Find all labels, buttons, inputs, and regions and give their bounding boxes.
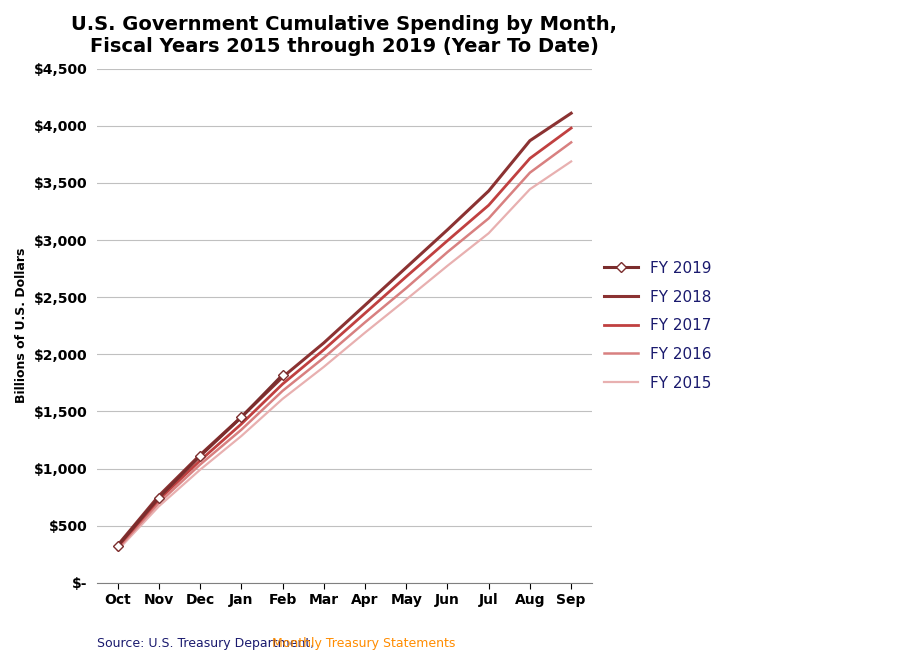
- Text: Monthly Treasury Statements: Monthly Treasury Statements: [272, 637, 456, 650]
- Title: U.S. Government Cumulative Spending by Month,
Fiscal Years 2015 through 2019 (Ye: U.S. Government Cumulative Spending by M…: [71, 15, 618, 56]
- Legend: FY 2019, FY 2018, FY 2017, FY 2016, FY 2015: FY 2019, FY 2018, FY 2017, FY 2016, FY 2…: [604, 261, 711, 391]
- Text: Source: U.S. Treasury Department,: Source: U.S. Treasury Department,: [97, 637, 322, 650]
- Y-axis label: Billions of U.S. Dollars: Billions of U.S. Dollars: [15, 248, 28, 403]
